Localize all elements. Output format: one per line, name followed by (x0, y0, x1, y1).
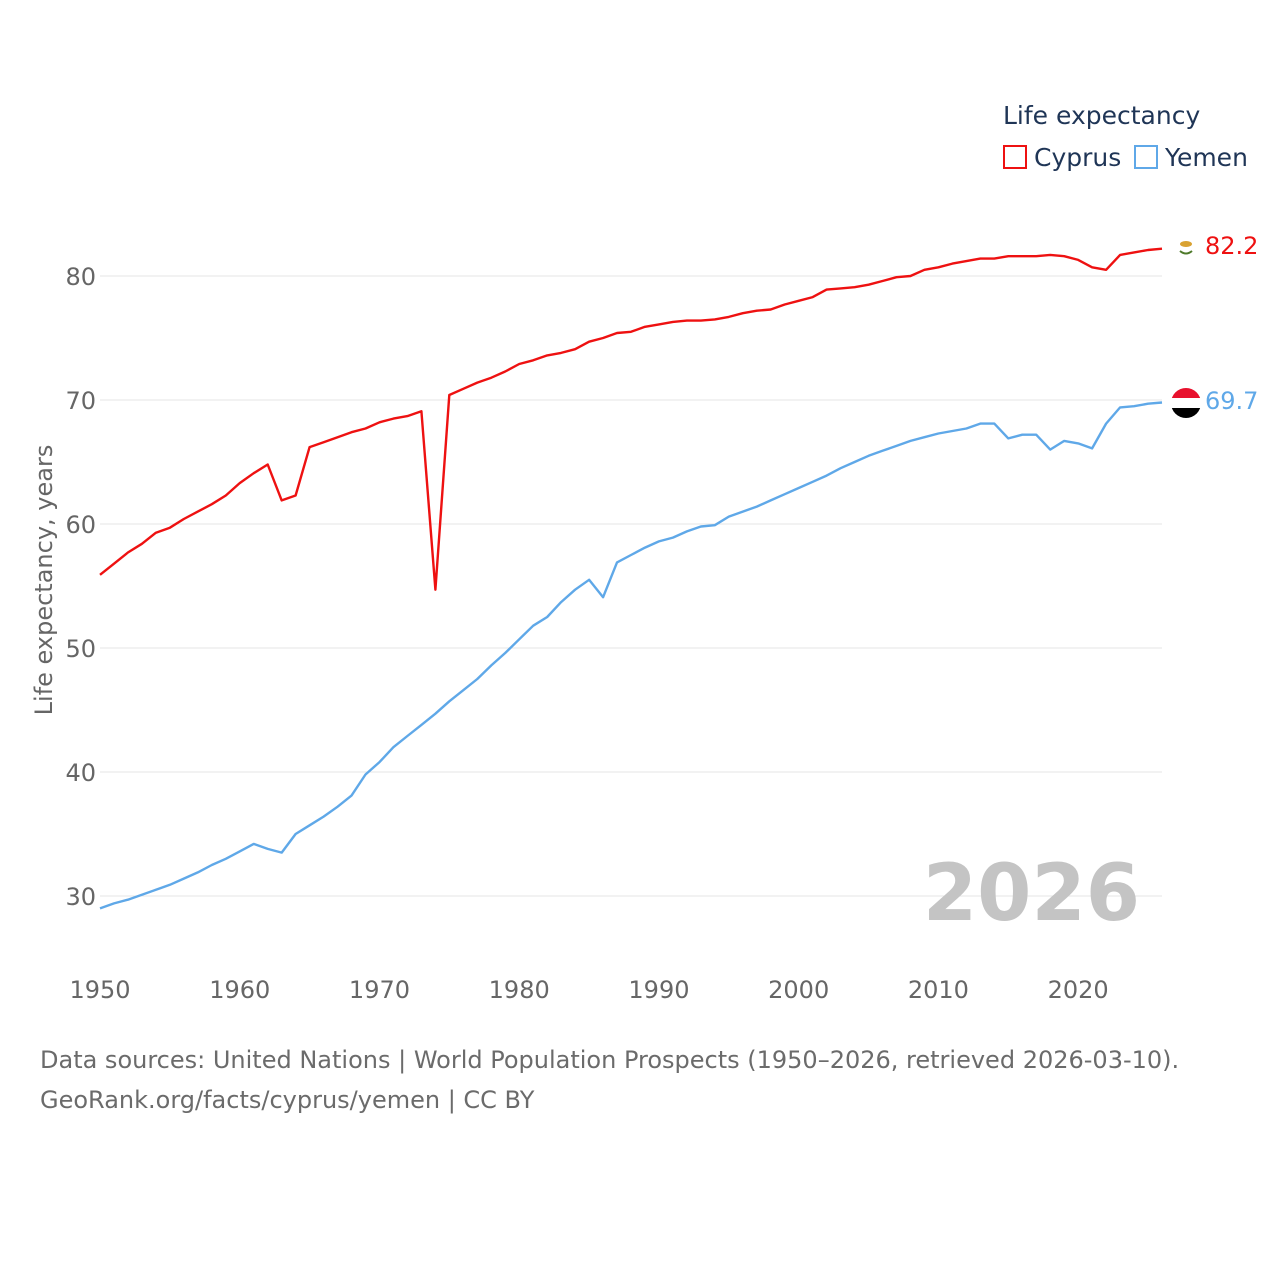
legend-swatch-cyprus (1003, 145, 1027, 169)
legend-label-cyprus: Cyprus (1034, 143, 1121, 172)
end-label-cyprus: 82.2 (1205, 232, 1258, 260)
yemen-flag-icon (1171, 388, 1201, 418)
x-tick-label-2000: 2000 (768, 976, 829, 1004)
legend-title: Life expectancy (1003, 101, 1200, 130)
series-line-yemen[interactable] (99, 401, 1163, 910)
end-label-yemen: 69.7 (1205, 387, 1258, 415)
y-tick-label-50: 50 (65, 635, 96, 663)
legend: Life expectancy Cyprus Yemen (1003, 101, 1248, 172)
y-tick-label-30: 30 (65, 883, 96, 911)
current-year-label: 2026 (923, 849, 1140, 939)
x-axis-ticks: 1950 1960 1970 1980 1990 2000 2010 2020 (69, 976, 1108, 1004)
y-tick-label-40: 40 (65, 759, 96, 787)
grid-lines (100, 275, 1162, 897)
legend-item-yemen[interactable]: Yemen (1134, 143, 1248, 172)
series-line-cyprus[interactable] (99, 247, 1163, 591)
cyprus-flag-icon (1176, 237, 1196, 257)
source-line-2[interactable]: GeoRank.org/facts/cyprus/yemen | CC BY (40, 1086, 535, 1114)
x-tick-label-1990: 1990 (628, 976, 689, 1004)
source-note: Data sources: United Nations | World Pop… (40, 1040, 1240, 1120)
x-tick-label-1950: 1950 (69, 976, 130, 1004)
y-axis-label: Life expectancy, years (30, 445, 58, 716)
series-lines (99, 247, 1163, 910)
legend-label-yemen: Yemen (1164, 143, 1248, 172)
y-tick-label-60: 60 (65, 511, 96, 539)
x-tick-label-1980: 1980 (489, 976, 550, 1004)
y-tick-label-70: 70 (65, 387, 96, 415)
x-tick-label-1970: 1970 (349, 976, 410, 1004)
y-axis-ticks: 30 40 50 60 70 80 (65, 263, 96, 911)
y-tick-label-80: 80 (65, 263, 96, 291)
x-tick-label-2020: 2020 (1048, 976, 1109, 1004)
legend-swatch-yemen (1134, 145, 1158, 169)
legend-item-cyprus[interactable]: Cyprus (1003, 143, 1121, 172)
source-line-1: Data sources: United Nations | World Pop… (40, 1046, 1180, 1074)
x-tick-label-2010: 2010 (908, 976, 969, 1004)
x-tick-label-1960: 1960 (209, 976, 270, 1004)
